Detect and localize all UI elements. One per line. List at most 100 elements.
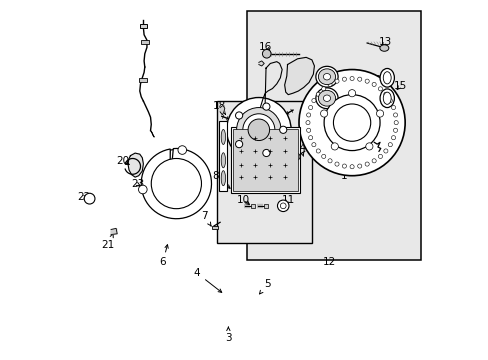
Text: 18: 18 [212,102,225,114]
Polygon shape [128,153,143,177]
Circle shape [391,136,395,140]
Circle shape [235,140,242,148]
Circle shape [387,99,391,103]
Circle shape [376,110,383,117]
Circle shape [365,143,372,150]
Ellipse shape [221,130,225,144]
Bar [233,129,297,191]
Circle shape [334,79,338,83]
Text: 14: 14 [294,143,307,156]
Circle shape [357,77,361,81]
Circle shape [393,128,397,132]
Circle shape [308,105,312,109]
Circle shape [277,200,288,212]
Circle shape [365,162,368,166]
Polygon shape [258,61,264,66]
Circle shape [321,87,325,91]
Text: 17: 17 [256,107,269,117]
Ellipse shape [315,88,337,109]
Circle shape [226,98,290,162]
Ellipse shape [379,45,388,51]
Ellipse shape [315,66,337,87]
Text: 15: 15 [323,146,336,156]
Ellipse shape [318,90,335,106]
Circle shape [342,77,346,81]
Circle shape [305,121,309,125]
Text: 23: 23 [131,179,144,189]
Circle shape [178,146,186,154]
Text: 13: 13 [378,37,391,47]
Circle shape [269,163,276,170]
Polygon shape [141,148,211,219]
Circle shape [306,128,310,132]
Polygon shape [111,228,117,234]
Circle shape [327,159,331,163]
Text: 7: 7 [201,211,211,226]
Circle shape [371,82,375,86]
Circle shape [262,49,270,58]
Polygon shape [220,105,224,115]
Circle shape [243,114,274,146]
Bar [140,24,147,28]
Bar [247,11,421,260]
Bar [230,127,299,193]
Text: 9: 9 [273,153,280,167]
Text: 8: 8 [212,171,229,188]
Circle shape [387,143,391,147]
Circle shape [383,149,387,153]
Ellipse shape [323,73,330,80]
Circle shape [334,162,338,166]
Ellipse shape [383,92,390,104]
Text: 4: 4 [193,268,221,292]
Circle shape [279,126,286,134]
Polygon shape [150,131,154,137]
Bar [139,78,146,82]
Circle shape [311,143,315,147]
Ellipse shape [323,95,330,102]
Bar [250,204,255,208]
Text: 21: 21 [102,234,115,249]
Circle shape [349,165,353,169]
Circle shape [308,136,312,140]
Circle shape [391,105,395,109]
Text: 20: 20 [117,156,130,166]
Circle shape [378,154,382,158]
Bar [211,226,218,229]
Ellipse shape [379,89,394,108]
Circle shape [333,104,370,141]
Bar [219,121,227,191]
Text: 10: 10 [236,195,249,205]
Ellipse shape [379,68,394,87]
Text: 15: 15 [393,81,407,91]
Polygon shape [258,62,282,141]
Circle shape [316,149,320,153]
Circle shape [262,103,269,110]
Text: 1: 1 [340,148,350,181]
Text: 11: 11 [281,195,294,205]
Circle shape [138,185,147,194]
Circle shape [280,203,285,209]
Circle shape [357,164,361,168]
Text: 12: 12 [322,257,335,267]
Text: 22: 22 [77,192,90,202]
Circle shape [298,69,405,176]
Text: 6: 6 [159,245,168,267]
Bar [264,204,267,208]
Circle shape [330,143,338,150]
Circle shape [324,95,379,150]
Circle shape [306,113,310,117]
Circle shape [393,113,397,117]
Circle shape [349,76,353,81]
Circle shape [342,164,346,168]
Text: 5: 5 [259,279,270,294]
Text: 3: 3 [224,327,231,343]
Circle shape [311,99,315,103]
Bar [216,101,311,243]
Circle shape [292,153,300,160]
Circle shape [262,149,269,157]
Circle shape [348,90,355,97]
Circle shape [316,92,320,96]
Circle shape [320,110,327,117]
Circle shape [236,108,281,152]
Ellipse shape [221,153,225,168]
